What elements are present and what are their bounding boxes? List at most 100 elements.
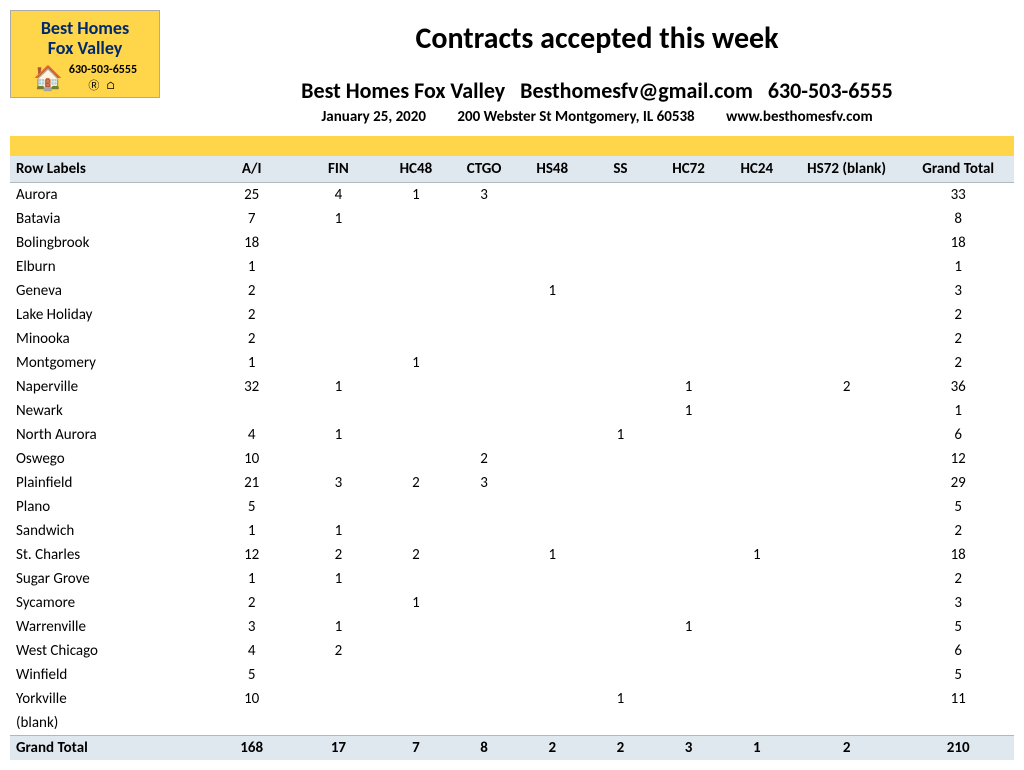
- cell: 21: [208, 471, 295, 495]
- table-row: Plainfield2132329: [10, 471, 1014, 495]
- cell: [586, 567, 654, 591]
- cell: [791, 495, 903, 519]
- cell: [791, 279, 903, 303]
- company-email: Besthomesfv@gmail.com: [520, 77, 753, 104]
- cell: [791, 543, 903, 567]
- cell: 5: [208, 663, 295, 687]
- row-label: Sandwich: [10, 519, 208, 543]
- cell: [723, 495, 791, 519]
- cell: [450, 567, 518, 591]
- cell: [586, 279, 654, 303]
- cell: 12: [902, 447, 1014, 471]
- cell: 4: [208, 639, 295, 663]
- column-header: HC72: [655, 156, 723, 183]
- cell: [208, 711, 295, 736]
- cell: [518, 423, 586, 447]
- row-label: Montgomery: [10, 351, 208, 375]
- cell: [723, 615, 791, 639]
- cell: [450, 279, 518, 303]
- cell: 1: [208, 567, 295, 591]
- grand-total-label: Grand Total: [10, 736, 208, 761]
- cell: [382, 687, 450, 711]
- cell: 1: [382, 351, 450, 375]
- cell: [655, 207, 723, 231]
- page: Best Homes Fox Valley 🏠 630-503-6555 Ⓡ ⌂…: [10, 10, 1014, 760]
- cell: 1: [208, 351, 295, 375]
- header-row: Best Homes Fox Valley 🏠 630-503-6555 Ⓡ ⌂…: [10, 10, 1014, 126]
- cell: 3: [902, 591, 1014, 615]
- address-line: January 25, 2020 200 Webster St Montgome…: [180, 108, 1014, 126]
- cell: 1: [295, 423, 382, 447]
- realtor-icons: Ⓡ ⌂: [69, 77, 137, 93]
- cell: 32: [208, 375, 295, 399]
- row-label: Elburn: [10, 255, 208, 279]
- cell: [450, 207, 518, 231]
- cell: 5: [902, 615, 1014, 639]
- logo-box: Best Homes Fox Valley 🏠 630-503-6555 Ⓡ ⌂: [10, 10, 160, 98]
- cell: [382, 279, 450, 303]
- cell: [450, 639, 518, 663]
- cell: [791, 303, 903, 327]
- cell: [586, 711, 654, 736]
- cell: [586, 447, 654, 471]
- row-label: Batavia: [10, 207, 208, 231]
- table-row: Geneva213: [10, 279, 1014, 303]
- cell: [723, 399, 791, 423]
- cell: [382, 207, 450, 231]
- cell: [208, 399, 295, 423]
- cell: [586, 543, 654, 567]
- data-table: Row LabelsA/IFINHC48CTGOHS48SSHC72HC24HS…: [10, 156, 1014, 760]
- cell: [518, 663, 586, 687]
- table-row: Naperville3211236: [10, 375, 1014, 399]
- cell: [791, 711, 903, 736]
- row-label: (blank): [10, 711, 208, 736]
- cell: [655, 231, 723, 255]
- row-label: North Aurora: [10, 423, 208, 447]
- cell: 6: [902, 639, 1014, 663]
- cell: [723, 447, 791, 471]
- cell: [295, 279, 382, 303]
- contact-line: Best Homes Fox Valley Besthomesfv@gmail.…: [180, 77, 1014, 104]
- cell: [791, 519, 903, 543]
- cell: [791, 207, 903, 231]
- cell: [295, 495, 382, 519]
- cell: [518, 687, 586, 711]
- cell: [655, 279, 723, 303]
- cell: 1: [295, 207, 382, 231]
- cell: [295, 351, 382, 375]
- cell: [723, 639, 791, 663]
- cell: [382, 327, 450, 351]
- logo-line2: Fox Valley: [19, 37, 151, 59]
- cell: [586, 471, 654, 495]
- cell: [382, 711, 450, 736]
- table-row: Aurora2541333: [10, 183, 1014, 208]
- cell: [295, 447, 382, 471]
- cell: [791, 639, 903, 663]
- cell: [518, 615, 586, 639]
- cell: [791, 591, 903, 615]
- cell: 7: [208, 207, 295, 231]
- cell: [586, 375, 654, 399]
- cell: [723, 591, 791, 615]
- cell: [791, 255, 903, 279]
- cell: [382, 375, 450, 399]
- cell: 1: [586, 687, 654, 711]
- cell: 1: [295, 567, 382, 591]
- cell: [655, 327, 723, 351]
- row-label: Lake Holiday: [10, 303, 208, 327]
- cell: [450, 351, 518, 375]
- cell: [518, 255, 586, 279]
- table-row: (blank): [10, 711, 1014, 736]
- company-website: www.besthomesfv.com: [726, 108, 873, 126]
- cell: [518, 519, 586, 543]
- logo-phone: 630-503-6555: [69, 63, 137, 77]
- cell: [723, 711, 791, 736]
- cell: [518, 711, 586, 736]
- cell: [382, 615, 450, 639]
- row-label: Warrenville: [10, 615, 208, 639]
- cell: 1: [655, 399, 723, 423]
- cell: [723, 231, 791, 255]
- cell: [655, 639, 723, 663]
- cell: [295, 591, 382, 615]
- cell: [518, 471, 586, 495]
